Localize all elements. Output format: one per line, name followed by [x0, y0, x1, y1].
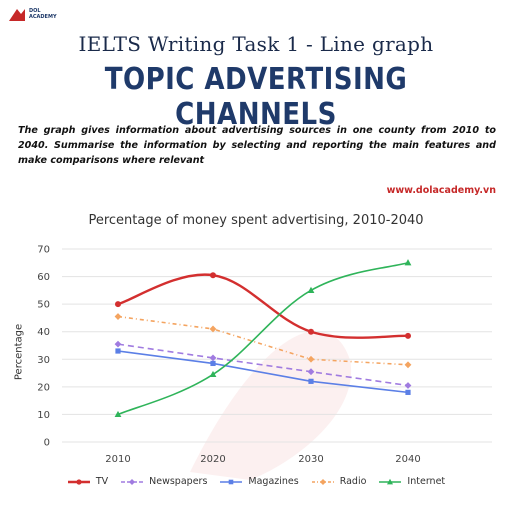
legend-label-tv: TV [95, 476, 109, 487]
series-line-magazines [117, 350, 409, 394]
chart-title: Percentage of money spent advertising, 2… [88, 213, 424, 228]
legend-label-newspapers: Newspapers [149, 476, 208, 487]
legend-item-internet: Internet [378, 476, 445, 487]
x-tick-label: 2040 [395, 454, 420, 465]
legend-key-newspapers [121, 478, 144, 485]
legend-key-magazines [220, 479, 243, 484]
legend-key-radio [311, 478, 334, 485]
chart-legend: TV Newspapers Magazines Radio Internet [0, 476, 512, 487]
watermark-shape [190, 330, 352, 480]
legend-label-magazines: Magazines [248, 476, 299, 487]
data-point-radio [404, 361, 412, 369]
x-tick-label: 2030 [298, 454, 323, 465]
data-point-newspapers [404, 382, 412, 389]
brand-name-line1: DOL [29, 8, 41, 15]
y-axis-label: Percentage [13, 323, 25, 381]
y-tick-label: 20 [37, 382, 50, 393]
series-line-newspapers [117, 343, 409, 387]
topic-heading: TOPIC ADVERTISING CHANNELS [104, 62, 408, 132]
task-prompt: The graph gives information about advert… [18, 125, 496, 166]
data-point-internet [404, 259, 412, 266]
legend-label-radio: Radio [339, 476, 367, 487]
y-tick-label: 10 [37, 410, 50, 421]
data-point-internet [114, 410, 122, 418]
data-point-internet [307, 286, 315, 293]
series-line-tv [117, 273, 409, 339]
data-point-magazines [308, 378, 314, 384]
y-tick-label: 0 [44, 438, 50, 449]
brand-name-line2: ACADEMY [29, 14, 57, 20]
website-link[interactable]: www.dolacademy.vn [386, 185, 496, 196]
legend-item-magazines: Magazines [219, 476, 299, 487]
data-point-newspapers [307, 368, 315, 376]
data-point-tv [210, 272, 216, 279]
legend-key-internet [379, 478, 402, 484]
legend-label-internet: Internet [407, 476, 446, 487]
data-point-radio [307, 355, 315, 363]
data-point-tv [405, 332, 411, 339]
data-point-newspapers [209, 354, 217, 362]
y-tick-label: 40 [37, 327, 50, 338]
y-tick-label: 50 [37, 300, 50, 311]
data-point-magazines [115, 348, 121, 354]
brand-logo: DOL ACADEMY [8, 8, 69, 22]
data-point-radio [209, 325, 217, 333]
data-point-magazines [210, 360, 216, 367]
data-point-internet [209, 370, 217, 378]
x-tick-label: 2020 [200, 454, 225, 465]
legend-key-tv [67, 478, 90, 485]
x-tick-label: 2010 [105, 454, 130, 465]
legend-item-radio: Radio [311, 476, 367, 487]
series-line-radio [117, 315, 409, 366]
legend-item-tv: TV [67, 476, 108, 487]
series-line-internet [117, 262, 409, 416]
y-tick-label: 30 [37, 355, 50, 366]
legend-item-newspapers: Newspapers [120, 476, 207, 487]
data-point-tv [115, 301, 121, 308]
data-point-tv [308, 328, 314, 335]
y-tick-label: 60 [37, 272, 50, 283]
data-point-magazines [405, 389, 411, 395]
page-title: IELTS Writing Task 1 - Line graph [78, 32, 434, 56]
data-point-radio [114, 313, 122, 320]
data-point-newspapers [114, 340, 122, 348]
y-tick-label: 70 [37, 245, 50, 256]
dol-logo-icon [9, 9, 25, 21]
brand-name: DOL ACADEMY [29, 9, 69, 20]
